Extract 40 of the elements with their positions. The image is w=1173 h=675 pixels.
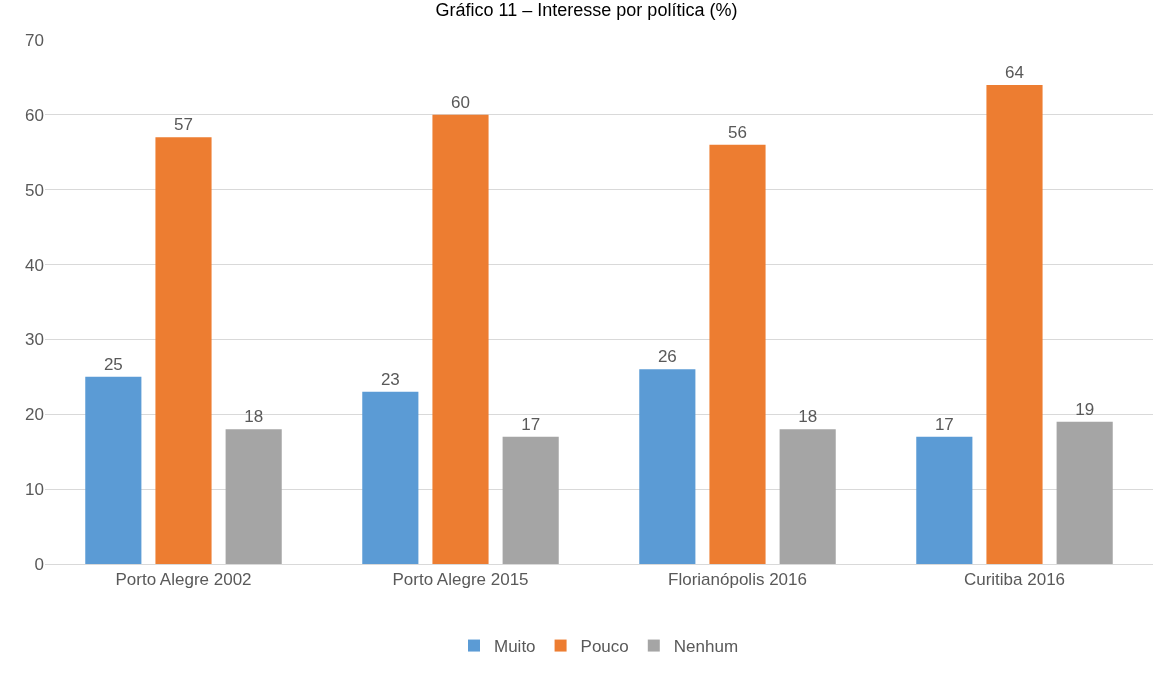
- bar: [1056, 421, 1113, 564]
- data-label: 64: [1005, 62, 1024, 82]
- bar: [225, 429, 282, 564]
- y-tick-label: 40: [25, 255, 44, 275]
- data-label: 57: [174, 115, 193, 135]
- y-tick-label: 60: [25, 105, 44, 125]
- y-tick-label: 70: [25, 30, 44, 50]
- bar: [709, 144, 766, 564]
- data-label: 18: [244, 407, 264, 427]
- bar: [432, 114, 489, 564]
- data-label: 26: [657, 347, 677, 367]
- chart-title: Gráfico 11 – Interesse por política (%): [435, 0, 738, 20]
- x-tick-label: Curitiba 2016: [963, 570, 1066, 590]
- bar: [639, 369, 696, 564]
- data-label: 25: [103, 354, 123, 374]
- bar: [779, 429, 836, 564]
- bar: [155, 137, 212, 564]
- bar: [916, 436, 973, 564]
- y-tick-label: 10: [25, 480, 44, 500]
- x-tick-label: Florianópolis 2016: [668, 570, 807, 590]
- bar: [85, 376, 142, 564]
- y-tick-label: 50: [25, 180, 44, 200]
- y-tick-label: 20: [25, 405, 44, 425]
- data-label: 17: [521, 414, 541, 434]
- x-tick-label: Porto Alegre 2015: [392, 570, 529, 590]
- legend-label: Muito: [494, 637, 536, 657]
- x-tick-label: Porto Alegre 2002: [115, 570, 252, 590]
- data-label: 56: [728, 122, 747, 142]
- data-label: 23: [380, 369, 400, 389]
- legend-label: Nenhum: [673, 637, 739, 657]
- y-tick-label: 30: [25, 330, 44, 350]
- data-label: 17: [934, 414, 954, 434]
- data-label: 60: [451, 92, 470, 112]
- legend-label: Pouco: [580, 637, 629, 657]
- bar: [362, 391, 419, 564]
- bar: [986, 84, 1043, 564]
- data-label: 19: [1075, 399, 1095, 419]
- y-tick-label: 0: [34, 554, 44, 574]
- data-label: 18: [798, 407, 818, 427]
- bar: [502, 436, 559, 564]
